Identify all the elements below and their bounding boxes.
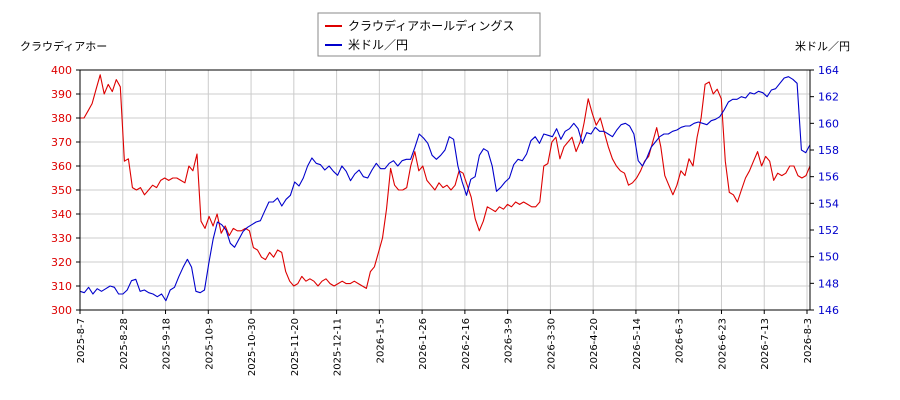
- x-tick-label: 2026-7-13: [760, 318, 771, 370]
- left-tick-label: 330: [51, 232, 72, 245]
- x-tick-label: 2026-6-3: [675, 318, 686, 363]
- right-tick-label: 164: [818, 64, 839, 77]
- left-tick-label: 360: [51, 160, 72, 173]
- left-tick-label: 380: [51, 112, 72, 125]
- series-line-1: [79, 76, 811, 302]
- right-tick-label: 162: [818, 91, 839, 104]
- left-tick-label: 390: [51, 88, 72, 101]
- right-tick-label: 148: [818, 277, 839, 290]
- legend-label-series-1: 米ドル／円: [348, 38, 408, 52]
- left-tick-label: 320: [51, 256, 72, 269]
- plot-frame: [79, 69, 811, 311]
- x-tick-label: 2026-3-30: [546, 318, 557, 370]
- x-tick-label: 2026-4-20: [589, 318, 600, 370]
- right-tick-label: 154: [818, 197, 839, 210]
- right-tick-label: 152: [818, 224, 839, 237]
- x-tick-label: 2026-2-16: [461, 318, 472, 370]
- right-tick-label: 146: [818, 304, 839, 317]
- left-axis: 300 310 320 330 340 350 360 370 380 390 400: [51, 64, 80, 317]
- legend-label-series-0: クラウディアホールディングス: [348, 18, 514, 33]
- x-tick-label: 2025-10-30: [247, 318, 258, 376]
- x-tick-label: 2026-5-14: [632, 318, 643, 370]
- x-tick-label: 2025-10-9: [204, 318, 215, 370]
- x-tick-label: 2025-9-18: [162, 318, 173, 370]
- legend: クラウディアホールディングス 米ドル／円: [317, 12, 541, 57]
- left-tick-label: 400: [51, 64, 72, 77]
- left-tick-label: 340: [51, 208, 72, 221]
- left-tick-label: 310: [51, 280, 72, 293]
- x-tick-label: 2026-6-23: [717, 318, 728, 370]
- left-tick-label: 370: [51, 136, 72, 149]
- right-axis: 146 148 150 152 154 156 158 160 162 164: [810, 64, 839, 317]
- x-tick-label: 2026-3-9: [504, 318, 515, 363]
- legend-box: [317, 12, 541, 57]
- right-tick-label: 160: [818, 117, 839, 130]
- right-axis-title: 米ドル／円: [795, 40, 850, 53]
- x-tick-label: 2025-11-20: [290, 318, 301, 376]
- left-tick-label: 300: [51, 304, 72, 317]
- right-tick-label: 158: [818, 144, 839, 157]
- series-line-0: [80, 74, 811, 289]
- x-tick-label: 2026-1-5: [375, 318, 386, 363]
- x-axis: 2025-8-7 2025-8-28 2025-9-18 2025-10-9 2025-…: [76, 310, 814, 376]
- left-axis-title: クラウディアホー: [20, 39, 107, 53]
- x-tick-label: 2025-8-28: [119, 318, 130, 370]
- x-tick-label: 2025-8-7: [76, 318, 87, 363]
- right-tick-label: 150: [818, 251, 839, 264]
- series-lines: [79, 74, 811, 302]
- right-tick-label: 156: [818, 171, 839, 184]
- x-tick-label: 2026-1-26: [418, 318, 429, 370]
- x-tick-label: 2026-8-3: [803, 318, 814, 363]
- left-tick-label: 350: [51, 184, 72, 197]
- x-tick-label: 2025-12-11: [333, 318, 344, 376]
